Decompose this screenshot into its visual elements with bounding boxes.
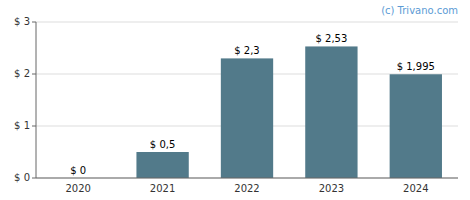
bar [136,152,188,178]
x-tick-label: 2020 [65,183,90,194]
grid-line [36,178,458,179]
y-tick-label: $ 3 [14,16,30,27]
data-label: $ 1,995 [397,61,435,72]
bars [136,46,442,178]
x-tick-label: 2021 [150,183,175,194]
bar [221,58,273,178]
y-tick [32,74,36,75]
y-tick-label: $ 2 [14,68,30,79]
x-tick-label: 2022 [234,183,259,194]
data-label: $ 2,3 [234,45,259,56]
y-tick-label: $ 1 [14,120,30,131]
data-label: $ 0,5 [150,139,175,150]
data-label: $ 0 [70,165,86,176]
bar [390,74,442,178]
bar [305,46,357,178]
x-tick-label: 2024 [403,183,428,194]
data-label: $ 2,53 [315,33,347,44]
grid-line [36,22,458,23]
chart: $ 0 $ 1 $ 2 $ 3 $ 0 $ 0,5 $ 2,3 $ 2,53 $ 1,995 20… [0,0,470,200]
y-tick [32,178,36,179]
chart-container: $ 0 $ 1 $ 2 $ 3 $ 0 $ 0,5 $ 2,3 $ 2,53 $ 1,995 20… [0,0,470,200]
x-tick-label: 2023 [319,183,344,194]
watermark: (c) Trivano.com [381,5,458,16]
x-axis [36,178,458,179]
y-tick-label: $ 0 [14,172,30,183]
y-tick [32,126,36,127]
y-tick [32,22,36,23]
y-axis [36,22,37,178]
